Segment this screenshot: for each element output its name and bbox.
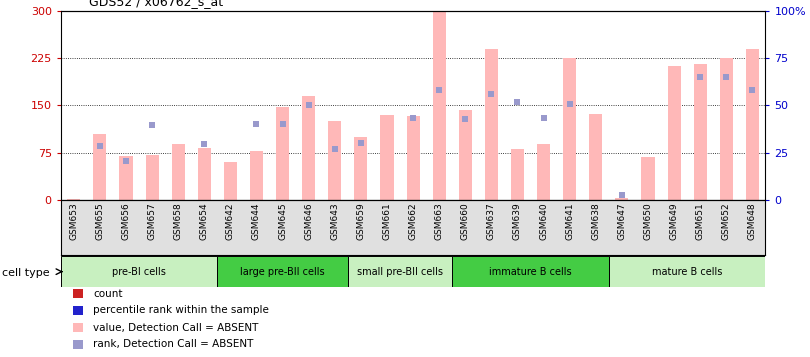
Bar <box>276 107 289 200</box>
Bar <box>172 145 185 200</box>
Text: GSM647: GSM647 <box>617 203 626 240</box>
Text: GSM660: GSM660 <box>461 203 470 240</box>
Bar <box>328 121 341 200</box>
Bar <box>354 137 368 200</box>
Text: pre-BI cells: pre-BI cells <box>112 267 166 277</box>
Bar <box>198 148 211 200</box>
Bar <box>302 96 315 200</box>
Bar <box>485 49 498 200</box>
Bar <box>67 198 80 200</box>
Text: count: count <box>93 288 122 299</box>
Text: GSM645: GSM645 <box>278 203 287 240</box>
Text: GSM637: GSM637 <box>487 203 496 240</box>
Text: GSM646: GSM646 <box>305 203 313 240</box>
Bar <box>616 198 629 200</box>
Bar <box>746 49 759 200</box>
Text: GSM651: GSM651 <box>696 203 705 240</box>
Text: GSM655: GSM655 <box>96 203 104 240</box>
Text: GSM662: GSM662 <box>408 203 418 240</box>
Text: GSM643: GSM643 <box>330 203 339 240</box>
Bar <box>224 162 237 200</box>
Bar <box>642 157 654 200</box>
Text: immature B cells: immature B cells <box>489 267 572 277</box>
Bar <box>609 256 765 287</box>
Text: percentile rank within the sample: percentile rank within the sample <box>93 305 269 316</box>
Text: GSM641: GSM641 <box>565 203 574 240</box>
Text: GSM644: GSM644 <box>252 203 261 240</box>
Bar <box>667 66 680 200</box>
Bar <box>146 155 159 200</box>
Bar <box>347 256 452 287</box>
Text: small pre-BII cells: small pre-BII cells <box>357 267 443 277</box>
Text: GSM639: GSM639 <box>513 203 522 240</box>
Text: cell type: cell type <box>2 268 49 278</box>
Text: rank, Detection Call = ABSENT: rank, Detection Call = ABSENT <box>93 339 254 350</box>
Bar <box>452 256 609 287</box>
Bar <box>458 110 471 200</box>
Bar <box>381 115 394 200</box>
Bar <box>93 134 106 200</box>
Text: GSM640: GSM640 <box>539 203 548 240</box>
Text: GSM659: GSM659 <box>356 203 365 240</box>
Bar <box>589 114 603 200</box>
Text: GSM656: GSM656 <box>122 203 130 240</box>
Text: GSM653: GSM653 <box>70 203 79 240</box>
Text: GSM649: GSM649 <box>670 203 679 240</box>
Bar <box>563 58 576 200</box>
Bar <box>250 151 263 200</box>
Text: GSM657: GSM657 <box>147 203 156 240</box>
Text: GSM658: GSM658 <box>173 203 183 240</box>
Text: GSM650: GSM650 <box>643 203 653 240</box>
Text: GSM648: GSM648 <box>748 203 757 240</box>
Text: GSM661: GSM661 <box>382 203 391 240</box>
Bar <box>537 145 550 200</box>
Bar <box>433 12 446 200</box>
Text: GSM663: GSM663 <box>435 203 444 240</box>
Bar <box>61 256 217 287</box>
Text: GSM654: GSM654 <box>200 203 209 240</box>
Bar <box>217 256 347 287</box>
Bar <box>407 116 420 200</box>
Bar <box>119 156 133 200</box>
Text: GSM642: GSM642 <box>226 203 235 240</box>
Text: GDS52 / x06762_s_at: GDS52 / x06762_s_at <box>89 0 223 8</box>
Text: large pre-BII cells: large pre-BII cells <box>241 267 325 277</box>
Bar <box>720 58 733 200</box>
Text: value, Detection Call = ABSENT: value, Detection Call = ABSENT <box>93 322 258 333</box>
Bar <box>693 64 706 200</box>
Bar <box>511 150 524 200</box>
Text: mature B cells: mature B cells <box>652 267 723 277</box>
Text: GSM638: GSM638 <box>591 203 600 240</box>
Text: GSM652: GSM652 <box>722 203 731 240</box>
